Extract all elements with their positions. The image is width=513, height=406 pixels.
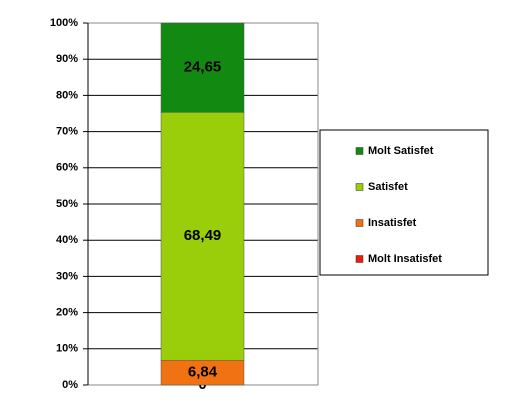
legend-swatch <box>355 219 364 227</box>
data-label: 68,49 <box>184 227 222 244</box>
bar-segment <box>160 112 245 361</box>
legend-swatch <box>355 183 364 191</box>
legend-swatch <box>355 255 364 263</box>
y-tick-label: 60% <box>56 162 78 174</box>
legend-box <box>319 129 489 276</box>
y-tick-label: 40% <box>56 234 78 246</box>
y-tick-label: 100% <box>50 17 78 29</box>
y-tick-label: 70% <box>56 126 78 138</box>
y-tick-label: 30% <box>56 270 78 282</box>
legend-label: Molt Insatisfet <box>368 253 442 265</box>
y-tick-label: 20% <box>56 307 78 319</box>
legend-label: Insatisfet <box>368 217 417 229</box>
y-tick-label: 50% <box>56 198 78 210</box>
y-tick-label: 80% <box>56 89 78 101</box>
bar-segment <box>160 359 245 386</box>
legend-swatch <box>355 147 364 155</box>
legend-label: Satisfet <box>368 181 408 193</box>
legend-label: Molt Satisfet <box>368 145 434 157</box>
y-tick-label: 0% <box>62 379 78 391</box>
y-tick-label: 10% <box>56 343 78 355</box>
data-label: 24,65 <box>184 59 222 76</box>
bar-segment <box>160 22 245 113</box>
y-tick-label: 90% <box>56 53 78 65</box>
data-label: 6,84 <box>188 364 218 381</box>
